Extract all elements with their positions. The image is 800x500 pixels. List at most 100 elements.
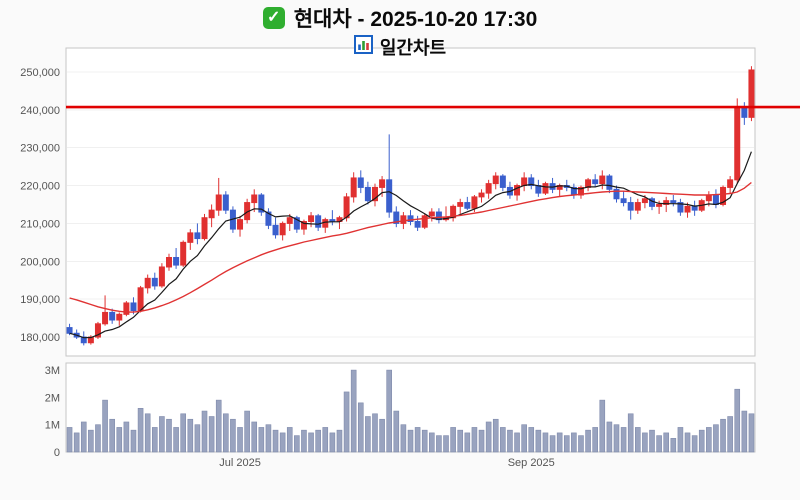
candle-body bbox=[94, 323, 101, 338]
volume-bar bbox=[244, 410, 250, 453]
candle-body bbox=[428, 211, 435, 217]
volume-bar bbox=[649, 429, 655, 453]
candle-body bbox=[599, 175, 606, 185]
candle-body bbox=[144, 277, 151, 289]
volume-bar bbox=[308, 432, 314, 453]
candle-body bbox=[286, 217, 293, 224]
volume-bar bbox=[620, 427, 627, 453]
volume-bar bbox=[507, 429, 513, 453]
candle-body bbox=[400, 215, 407, 224]
x-axis-label: Jul 2025 bbox=[219, 457, 261, 469]
candle-body bbox=[379, 179, 386, 188]
volume-bar bbox=[258, 427, 265, 453]
candle-body bbox=[592, 179, 599, 185]
volume-bar bbox=[691, 435, 698, 453]
volume-bar bbox=[66, 427, 73, 453]
volume-bar bbox=[656, 435, 662, 453]
volume-bar bbox=[535, 429, 542, 453]
candle-body bbox=[727, 179, 734, 188]
volume-bar bbox=[343, 391, 350, 453]
volume-bar bbox=[478, 429, 485, 453]
volume-bar bbox=[492, 418, 499, 453]
volume-bar bbox=[294, 435, 300, 453]
candle-body bbox=[457, 202, 464, 207]
volume-bar bbox=[706, 427, 712, 453]
ma-slow-line bbox=[69, 181, 752, 313]
y-axis-label: 220,000 bbox=[20, 181, 60, 193]
volume-bar bbox=[315, 429, 321, 453]
candle-body bbox=[471, 196, 478, 209]
volume-bar bbox=[102, 399, 108, 453]
candle-body bbox=[251, 194, 258, 204]
volume-bar bbox=[379, 418, 385, 453]
candle-body bbox=[720, 186, 727, 205]
volume-bar bbox=[286, 427, 293, 453]
volume-bar bbox=[407, 429, 414, 453]
volume-bar bbox=[173, 427, 179, 453]
candle-body bbox=[315, 215, 322, 228]
y-axis-labels: 250,000 240,000 230,000 220,000 210,000 200,0… bbox=[20, 67, 60, 344]
candle-body bbox=[734, 107, 741, 181]
bar-chart-icon bbox=[353, 35, 373, 59]
candle-body bbox=[258, 194, 265, 213]
volume-bar bbox=[151, 427, 158, 453]
candle-body bbox=[585, 179, 592, 188]
volume-bar bbox=[514, 432, 520, 453]
candle-body bbox=[641, 198, 648, 204]
volume-bar bbox=[88, 429, 94, 453]
candle-body bbox=[705, 194, 712, 202]
volume-bar bbox=[130, 429, 137, 453]
volume-bar bbox=[464, 432, 471, 453]
candle-body bbox=[137, 287, 144, 312]
candle-body bbox=[606, 175, 613, 190]
volume-bar bbox=[642, 432, 648, 453]
y-axis-label: 240,000 bbox=[20, 105, 60, 117]
volume-bar bbox=[677, 427, 684, 453]
candle-body bbox=[691, 205, 698, 211]
candle-body bbox=[293, 217, 300, 230]
volume-bar bbox=[201, 410, 208, 453]
x-axis-labels: Jul 2025 Sep 2025 bbox=[219, 457, 555, 469]
candle-body bbox=[521, 177, 528, 187]
candle-body bbox=[237, 219, 244, 230]
volume-bar bbox=[556, 432, 563, 453]
candle-body bbox=[322, 219, 329, 228]
candle-body bbox=[350, 177, 357, 198]
volume-bar bbox=[528, 427, 535, 453]
candle-body bbox=[357, 177, 364, 188]
chart-subtitle: 일간차트 bbox=[379, 38, 447, 58]
candle-body bbox=[215, 194, 222, 211]
candle-body bbox=[208, 209, 215, 219]
candle-body bbox=[180, 241, 187, 266]
candle-body bbox=[265, 211, 272, 226]
volume-bar bbox=[159, 416, 165, 453]
volume-bar bbox=[357, 402, 364, 453]
candle-body bbox=[165, 257, 172, 268]
volume-bar bbox=[329, 432, 336, 453]
candle-body bbox=[684, 205, 691, 213]
y-axis-label: 200,000 bbox=[20, 256, 60, 268]
candle-body bbox=[464, 202, 471, 209]
volume-axis-labels: 3M 2M 1M 0 bbox=[45, 365, 60, 459]
candle-body bbox=[670, 200, 677, 204]
candle-body bbox=[102, 311, 109, 325]
volume-bar bbox=[663, 432, 670, 453]
candles bbox=[66, 66, 755, 346]
volume-bar bbox=[585, 429, 591, 453]
volume-bar bbox=[279, 432, 286, 453]
candle-body bbox=[364, 186, 371, 202]
volume-axis-label: 0 bbox=[54, 447, 60, 459]
volume-axis-label: 3M bbox=[45, 365, 60, 377]
candle-body bbox=[677, 202, 684, 213]
y-axis-label: 190,000 bbox=[20, 294, 60, 306]
volume-bar bbox=[393, 410, 400, 453]
volume-bar bbox=[698, 429, 705, 453]
volume-bar bbox=[571, 432, 577, 453]
candle-body bbox=[393, 211, 400, 224]
candle-body bbox=[173, 257, 180, 266]
volume-bar bbox=[180, 413, 187, 453]
y-axis-label: 210,000 bbox=[20, 218, 60, 230]
volume-bar bbox=[500, 427, 506, 453]
chart-header: ✓ 현대차 - 2025-10-20 17:30 일간차트 bbox=[0, 3, 800, 60]
volume-bar bbox=[521, 424, 527, 453]
